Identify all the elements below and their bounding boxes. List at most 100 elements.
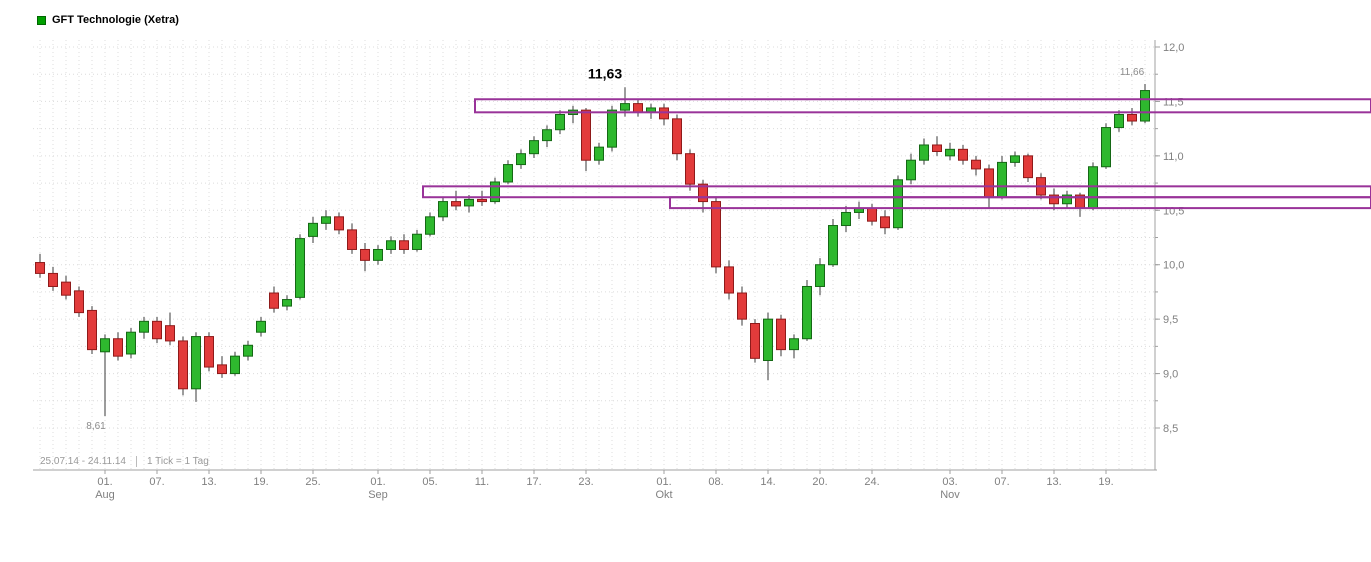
candle-up [243,344,253,357]
candle-up [139,320,149,333]
x-tick-label: 03. [942,476,957,488]
candle-up [919,144,929,161]
candle-down [451,201,461,207]
candle-up [126,331,136,355]
candle-down [217,364,227,375]
candle-down [477,198,487,203]
x-tick-label: 17. [526,476,541,488]
candle-down [659,107,669,120]
candle-up [386,240,396,250]
candle-up [256,320,266,333]
candle-up [841,211,851,227]
candle-down [399,240,409,250]
x-tick-month-label: Nov [940,489,960,501]
x-tick-label: 08. [708,476,723,488]
y-tick-label: 12,0 [1163,42,1184,54]
candle-up [308,222,318,237]
candle-down [269,292,279,309]
candle-up [438,201,448,218]
candle-up [997,161,1007,198]
candle-up [100,338,110,353]
candle-down [87,309,97,351]
candle-down [334,216,344,231]
candle-up [516,153,526,166]
candle-down [48,272,58,287]
candle-up [425,216,435,235]
candles-layer [35,84,1150,417]
y-tick-label: 10,5 [1163,205,1184,217]
candle-down [61,281,71,296]
candle-down [750,322,760,359]
candle-up [373,248,383,261]
last-price-label: 11,66 [1120,67,1145,78]
candle-down [932,144,942,153]
x-tick-label: 01. [97,476,112,488]
x-tick-label: 07. [994,476,1009,488]
date-range-label: 25.07.14 - 24.11.14 [40,456,126,467]
candle-up [555,113,565,131]
candle-down [711,201,721,268]
annotations-layer: 11,63 11,66 8,61 [86,65,1144,432]
candle-down [178,340,188,390]
chart-legend: GFT Technologie (Xetra) [37,14,179,26]
candle-down [35,262,45,274]
candle-down [633,103,643,113]
candle-down [880,216,890,229]
legend-title: GFT Technologie (Xetra) [52,14,179,26]
candle-up [295,238,305,298]
candle-down [737,292,747,320]
x-tick-label: 19. [1098,476,1113,488]
candle-down [984,168,994,198]
legend-marker-icon [37,15,46,25]
price-zone [474,98,1371,114]
candle-up [321,216,331,224]
y-tick-label: 9,5 [1163,314,1178,326]
zones-layer [422,98,1371,210]
y-tick-label: 8,5 [1163,423,1178,435]
x-tick-label: 23. [578,476,593,488]
candle-down [867,207,877,222]
candle-down [165,325,175,342]
x-tick-label: 01. [656,476,671,488]
candle-up [191,336,201,390]
candle-up [1062,194,1072,205]
candle-down [698,183,708,203]
x-tick-label: 13. [201,476,216,488]
candle-up [1140,90,1150,122]
candle-down [360,248,370,261]
x-tick-label: 11. [475,476,489,488]
candle-up [230,355,240,375]
peak-price-label: 11,63 [588,65,622,81]
price-zone [669,196,1371,210]
candle-down [347,229,357,250]
y-tick-label: 11,5 [1163,96,1184,108]
candle-up [1101,127,1111,168]
x-tick-label: 19. [253,476,268,488]
y-axis: 12,0 11,5 11,0 10,5 10,0 9,5 9,0 8,5 [1155,42,1184,435]
x-tick-label: 20. [812,476,827,488]
candle-up [490,181,500,203]
candle-down [1023,155,1033,179]
candle-up [542,129,552,142]
candle-up [945,148,955,157]
x-tick-label: 14. [760,476,775,488]
footer-separator [136,456,137,467]
candle-up [1088,166,1098,209]
candle-down [724,266,734,294]
candle-down [672,118,682,155]
candle-up [1114,113,1124,129]
x-tick-label: 05. [422,476,437,488]
candle-down [152,320,162,340]
x-tick-month-label: Okt [655,489,672,501]
x-tick-label: 01. [370,476,385,488]
candle-up [828,225,838,266]
x-tick-month-label: Aug [95,489,115,501]
candle-up [789,338,799,351]
axes [33,40,1157,471]
y-tick-label: 11,0 [1163,151,1184,163]
x-tick-label: 24. [864,476,879,488]
candle-up [802,285,812,340]
y-tick-label: 9,0 [1163,369,1178,381]
